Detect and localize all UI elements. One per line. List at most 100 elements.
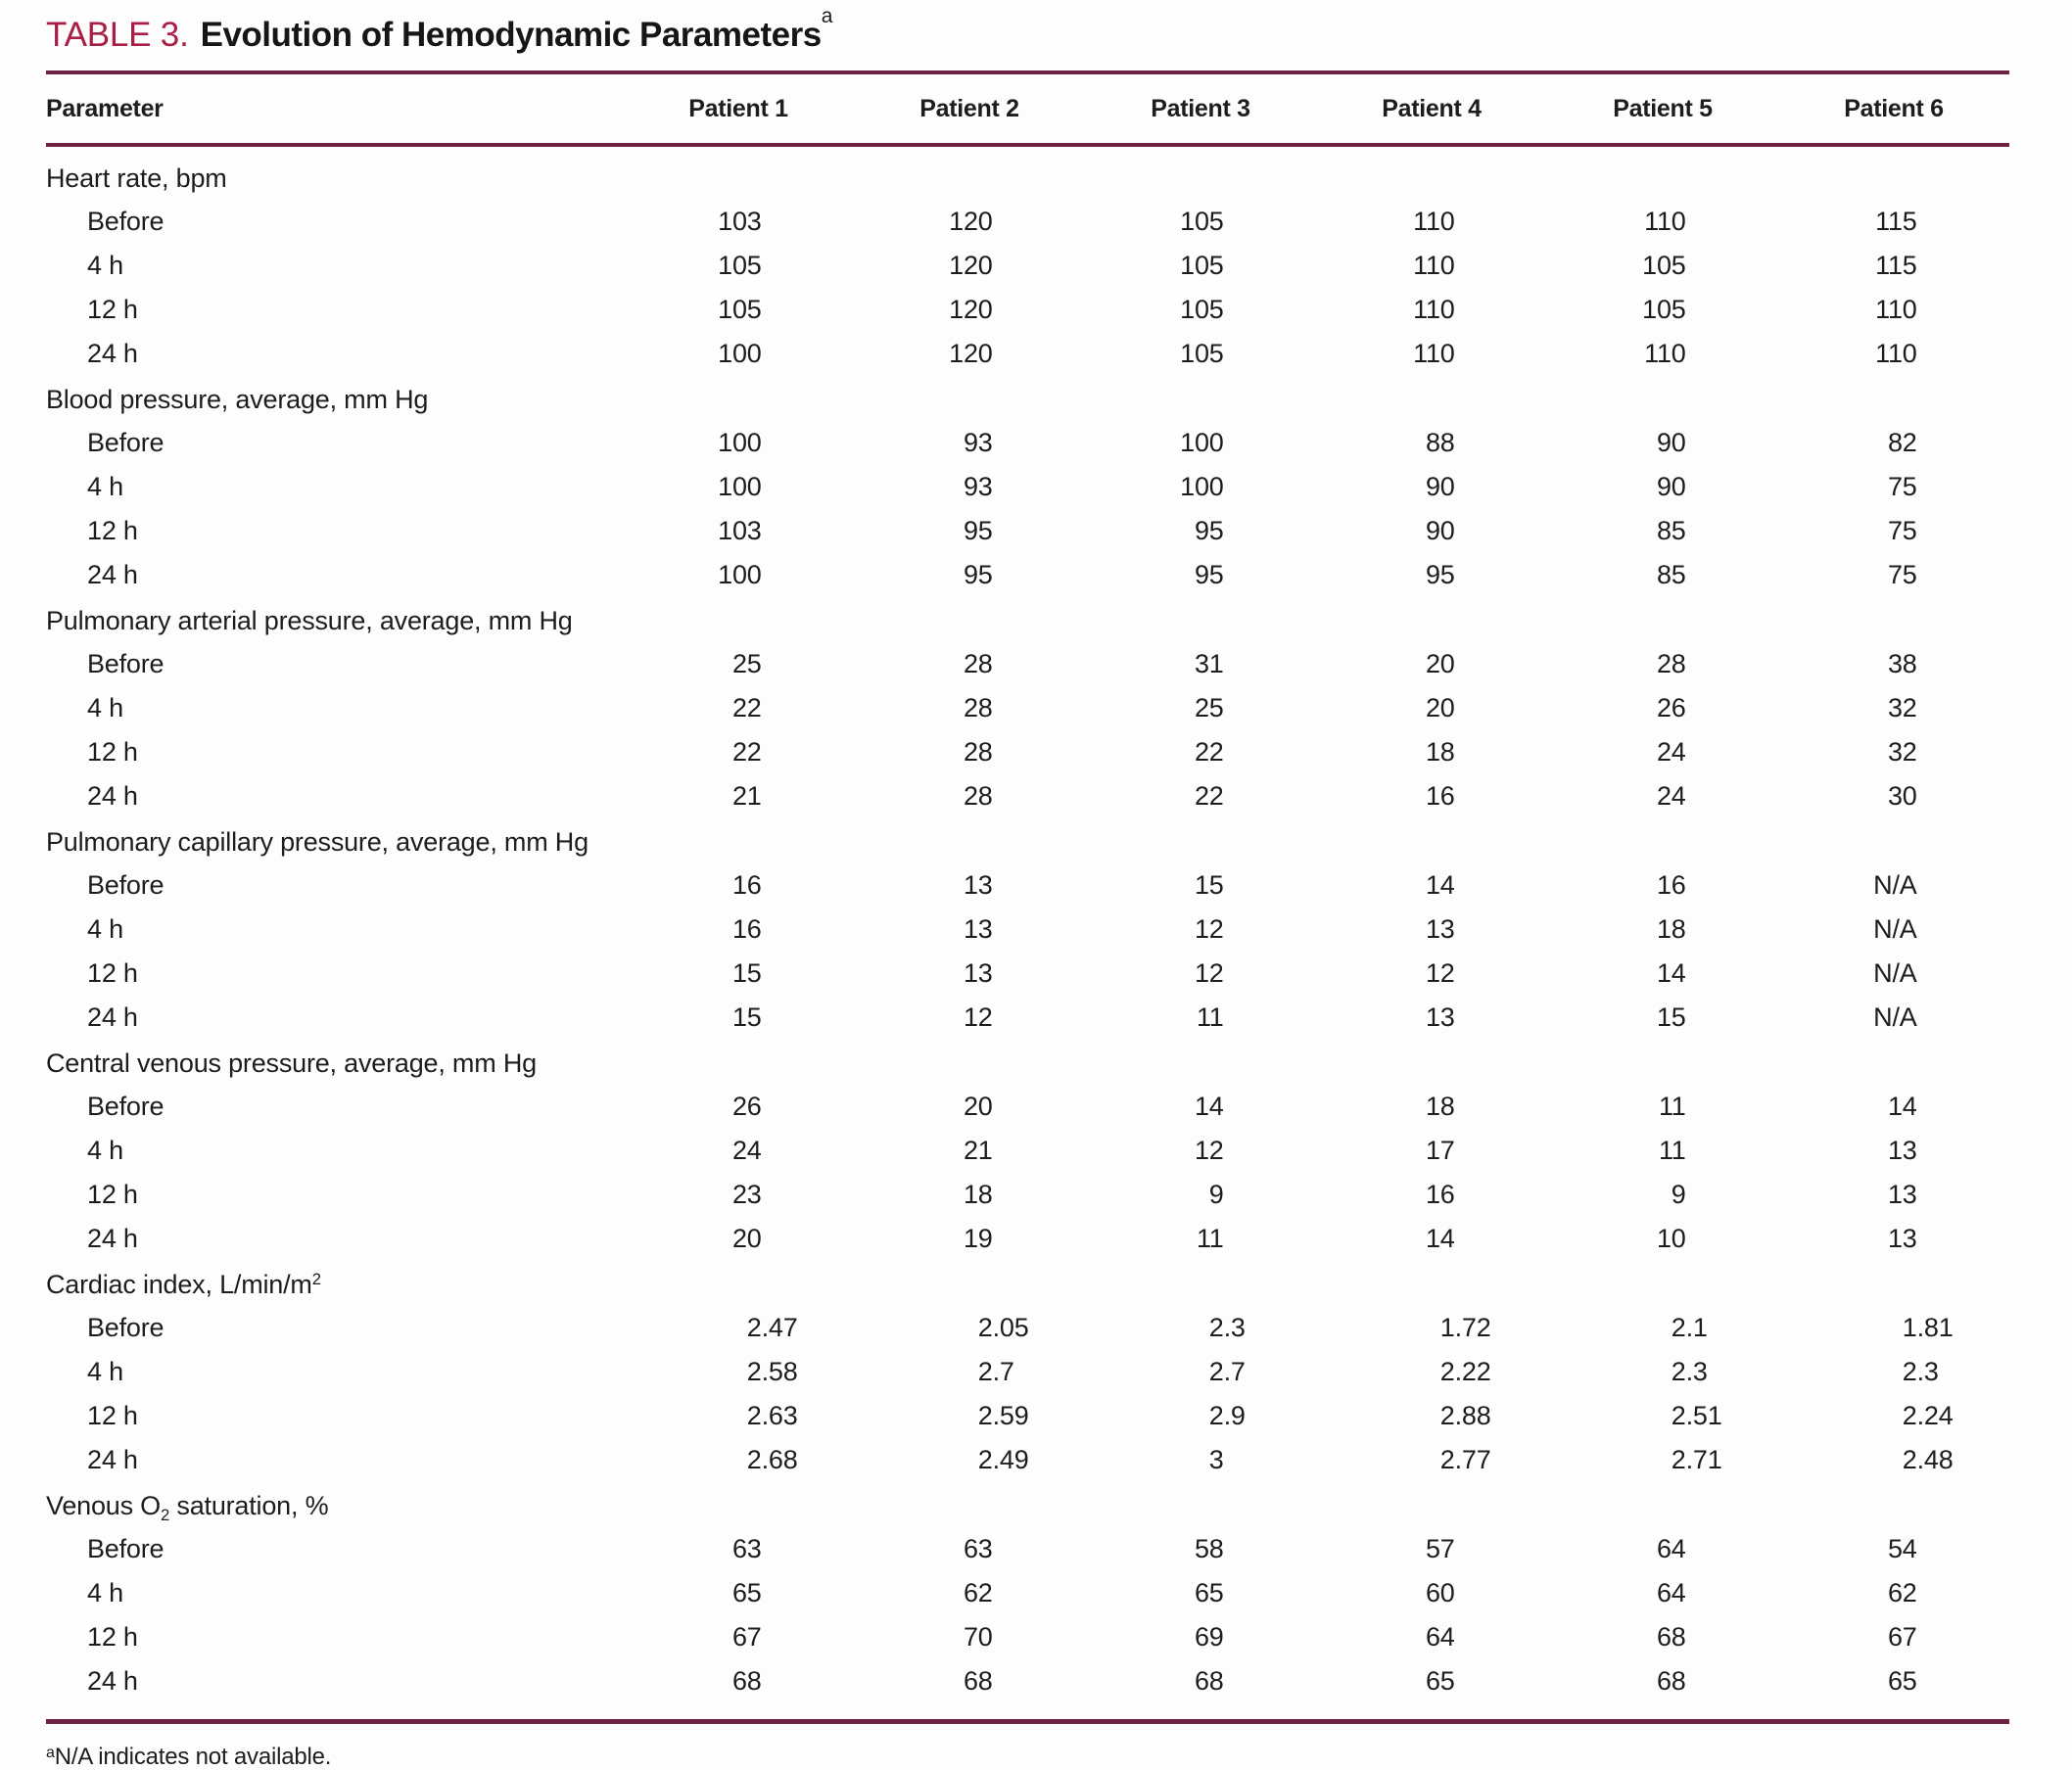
value: 57 [1316, 1534, 1547, 1564]
value: 110 [1778, 295, 2009, 325]
value-cell: 18 [1547, 908, 1778, 952]
value-int: N/A [1873, 870, 1917, 900]
value: 68 [854, 1666, 1085, 1697]
row-label: 12 h [87, 1622, 138, 1652]
section-row: Venous O2 saturation, % [46, 1482, 2009, 1527]
value-cell: 65 [1085, 1571, 1316, 1615]
value-int: 110 [1875, 339, 1917, 368]
value-frac [1917, 1578, 2009, 1608]
value-frac [1686, 693, 1778, 723]
value-frac [1917, 428, 2009, 458]
row-label: 24 h [87, 1224, 138, 1253]
value-frac [1455, 649, 1547, 679]
value-int: 11 [1196, 1224, 1224, 1253]
value: 28 [854, 781, 1085, 812]
value-cell: 65 [1316, 1659, 1547, 1703]
value: 22 [1085, 781, 1316, 812]
value-int: 2 [1439, 1357, 1455, 1386]
value-int: 11 [1658, 1092, 1686, 1121]
value: 16 [1316, 781, 1547, 812]
row-label: 4 h [87, 1357, 123, 1386]
value-cell: 69 [1085, 1615, 1316, 1659]
value-int: 28 [963, 737, 993, 767]
value-int: 16 [1425, 781, 1455, 811]
value-int: 14 [1425, 1224, 1455, 1253]
value-int: 25 [731, 649, 762, 678]
value-cell: 110 [1547, 332, 1778, 376]
value-frac [1686, 1136, 1778, 1166]
value: 67 [623, 1622, 854, 1653]
table-row: Before 103 120 105 110 110 115 [46, 200, 2009, 244]
value-frac [1224, 870, 1316, 901]
value-int: 18 [1656, 914, 1686, 944]
value-frac: .68 [761, 1445, 798, 1474]
value-int: 105 [1180, 207, 1224, 236]
value-frac [1917, 339, 2009, 369]
value-frac [1224, 516, 1316, 546]
value-cell: 2.1 [1547, 1306, 1778, 1350]
value-int: 2 [746, 1401, 762, 1430]
value-frac [1224, 1136, 1316, 1166]
value: 103 [623, 516, 854, 546]
table-content: TABLE 3. Evolution of Hemodynamic Paramet… [46, 0, 2009, 1770]
value: 24 [623, 1136, 854, 1166]
value-int: 20 [1425, 649, 1455, 678]
value-frac [1224, 207, 1316, 237]
value-frac [1917, 870, 2009, 901]
value-frac: .71 [1685, 1445, 1722, 1474]
value-frac [762, 870, 854, 901]
value: 16 [623, 914, 854, 945]
value-frac [1455, 516, 1547, 546]
value: 28 [854, 693, 1085, 723]
value-frac [1686, 649, 1778, 679]
table-row: 12 h 15 13 12 12 14 N/A [46, 952, 2009, 996]
value-frac [1455, 781, 1547, 812]
value-frac [1917, 649, 2009, 679]
value-cell: 65 [1778, 1659, 2009, 1703]
value: 110 [1316, 339, 1547, 369]
value-frac [1224, 958, 1316, 989]
value-cell: 75 [1778, 465, 2009, 509]
value-cell: 105 [623, 288, 854, 332]
value-int: 9 [1671, 1180, 1686, 1209]
value: 2.59 [854, 1401, 1085, 1431]
value: 82 [1778, 428, 2009, 458]
value-cell: 100 [1085, 465, 1316, 509]
value-cell: 120 [854, 332, 1085, 376]
row-label: 12 h [87, 1180, 138, 1209]
value: 24 [1547, 737, 1778, 768]
value: 63 [623, 1534, 854, 1564]
value-int: 30 [1887, 781, 1917, 811]
value: 69 [1085, 1622, 1316, 1653]
value-int: 63 [963, 1534, 993, 1563]
value-int: N/A [1873, 958, 1917, 988]
value-frac: .49 [992, 1445, 1029, 1474]
section-name: Cardiac index, L/min/m2 [46, 1269, 321, 1299]
row-label: Before [87, 1092, 165, 1121]
value: 10 [1547, 1224, 1778, 1254]
title-footnote-marker: a [821, 4, 833, 27]
value-cell: 95 [1085, 509, 1316, 553]
value: 13 [1778, 1180, 2009, 1210]
value-cell: 115 [1778, 200, 2009, 244]
value-frac [1455, 295, 1547, 325]
value-frac [1917, 1534, 2009, 1564]
section-name: Pulmonary capillary pressure, average, m… [46, 827, 589, 857]
value-cell: 110 [1316, 332, 1547, 376]
value-cell: 65 [623, 1571, 854, 1615]
section-row: Cardiac index, L/min/m2 [46, 1261, 2009, 1306]
value-cell: 9 [1547, 1173, 1778, 1217]
value: 28 [854, 737, 1085, 768]
value-cell: 16 [1547, 863, 1778, 908]
value-frac: .3 [1685, 1357, 1708, 1386]
value-frac [993, 693, 1085, 723]
value-int: 28 [1656, 649, 1686, 678]
value: 100 [1085, 428, 1316, 458]
value: 26 [1547, 693, 1778, 723]
value-frac [1224, 1578, 1316, 1608]
value-cell: 64 [1547, 1571, 1778, 1615]
value-int: 16 [1425, 1180, 1455, 1209]
value: 120 [854, 295, 1085, 325]
value: 12 [1085, 914, 1316, 945]
value: 75 [1778, 560, 2009, 590]
